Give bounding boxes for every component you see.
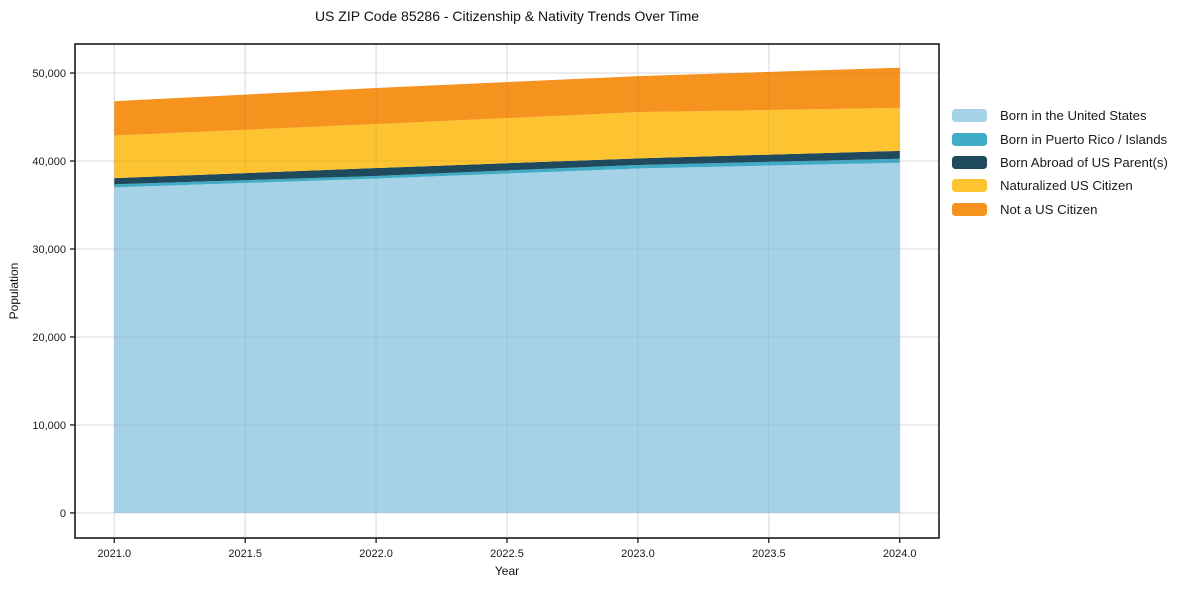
stacked-areas [114, 67, 900, 513]
y-tick-label: 10,000 [32, 420, 66, 432]
area-series-4 [114, 67, 900, 136]
legend-item: Born Abroad of US Parent(s) [952, 151, 1168, 174]
x-tick-label: 2023.0 [621, 548, 655, 560]
legend-label: Not a US Citizen [1000, 201, 1098, 217]
area-series-0 [114, 162, 900, 513]
x-tick-label: 2022.0 [359, 548, 393, 560]
chart-title: US ZIP Code 85286 - Citizenship & Nativi… [314, 8, 700, 24]
gridlines-overlay [75, 44, 939, 538]
legend-swatch-icon [952, 202, 987, 216]
legend-swatch-icon [952, 179, 987, 193]
x-tick-label: 2024.0 [883, 548, 917, 560]
legend-swatch-icon [952, 109, 987, 123]
x-tick-label: 2023.5 [752, 548, 786, 560]
legend-item: Born in Puerto Rico / Islands [952, 127, 1168, 150]
x-tick-label: 2022.5 [490, 548, 524, 560]
y-tick-label: 20,000 [32, 332, 66, 344]
axis-ticks: 0 10,000 20,000 30,000 40,000 50,000 2021.0 202… [32, 68, 916, 560]
area-series-1 [114, 158, 900, 188]
y-tick-label: 30,000 [32, 244, 66, 256]
legend-label: Born in Puerto Rico / Islands [1000, 131, 1168, 147]
legend-item: Naturalized US Citizen [952, 174, 1168, 197]
area-series-3 [114, 107, 900, 179]
legend: Born in the United States Born in Puerto … [952, 104, 1168, 221]
legend-label: Born Abroad of US Parent(s) [1000, 154, 1168, 170]
y-axis-title: Population [7, 262, 21, 320]
x-axis-title: Year [494, 564, 520, 578]
y-tick-label: 40,000 [32, 156, 66, 168]
legend-swatch-icon [952, 132, 987, 146]
y-tick-label: 0 [60, 508, 66, 520]
legend-swatch-icon [952, 155, 987, 169]
area-series-2 [114, 150, 900, 185]
legend-label: Born in the United States [1000, 108, 1147, 124]
legend-item: Born in the United States [952, 104, 1168, 127]
y-tick-label: 50,000 [32, 68, 66, 80]
legend-label: Naturalized US Citizen [1000, 178, 1133, 194]
legend-item: Not a US Citizen [952, 198, 1168, 221]
x-tick-label: 2021.5 [228, 548, 262, 560]
x-tick-label: 2021.0 [97, 548, 131, 560]
